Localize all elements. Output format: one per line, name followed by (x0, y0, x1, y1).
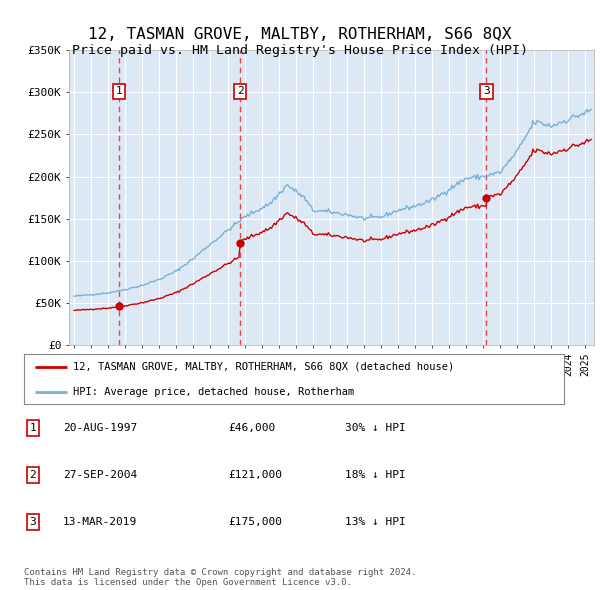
Text: 18% ↓ HPI: 18% ↓ HPI (345, 470, 406, 480)
Text: HPI: Average price, detached house, Rotherham: HPI: Average price, detached house, Roth… (73, 386, 354, 396)
Text: £175,000: £175,000 (228, 517, 282, 527)
Text: 20-AUG-1997: 20-AUG-1997 (63, 423, 137, 432)
Text: 12, TASMAN GROVE, MALTBY, ROTHERHAM, S66 8QX (detached house): 12, TASMAN GROVE, MALTBY, ROTHERHAM, S66… (73, 362, 454, 372)
Text: 30% ↓ HPI: 30% ↓ HPI (345, 423, 406, 432)
Text: 3: 3 (483, 87, 490, 96)
Text: Price paid vs. HM Land Registry's House Price Index (HPI): Price paid vs. HM Land Registry's House … (72, 44, 528, 57)
Text: 27-SEP-2004: 27-SEP-2004 (63, 470, 137, 480)
Text: 1: 1 (29, 423, 37, 432)
Text: 12, TASMAN GROVE, MALTBY, ROTHERHAM, S66 8QX: 12, TASMAN GROVE, MALTBY, ROTHERHAM, S66… (88, 27, 512, 41)
Text: £46,000: £46,000 (228, 423, 275, 432)
Text: Contains HM Land Registry data © Crown copyright and database right 2024.
This d: Contains HM Land Registry data © Crown c… (24, 568, 416, 587)
Text: 13-MAR-2019: 13-MAR-2019 (63, 517, 137, 527)
Text: 2: 2 (29, 470, 37, 480)
Text: 13% ↓ HPI: 13% ↓ HPI (345, 517, 406, 527)
Text: 1: 1 (116, 87, 122, 96)
Text: £121,000: £121,000 (228, 470, 282, 480)
Text: 2: 2 (237, 87, 244, 96)
Text: 3: 3 (29, 517, 37, 527)
